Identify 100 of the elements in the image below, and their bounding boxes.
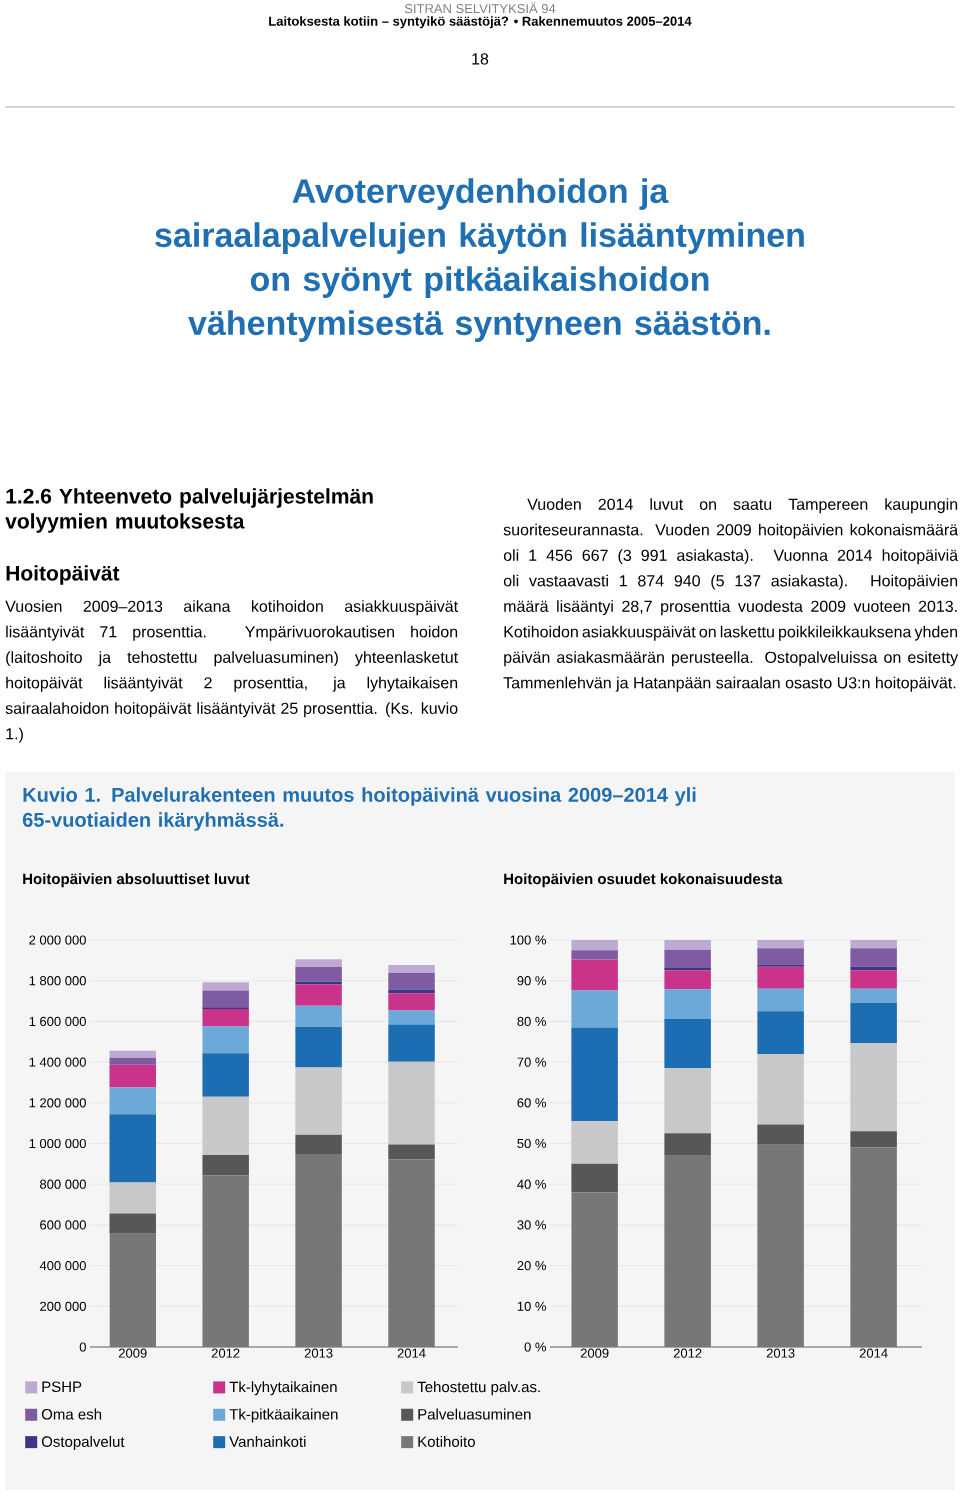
bar <box>757 1011 804 1054</box>
bar <box>295 1067 342 1135</box>
bar <box>757 964 804 967</box>
bar <box>664 989 711 1019</box>
text: Laitoksesta kotiin – syntyikö säästöjä? • Rakennemuutos 2005–2014 <box>269 16 692 29</box>
bar <box>571 1121 618 1164</box>
bar <box>850 1147 897 1348</box>
bar <box>850 966 897 971</box>
bar <box>202 982 249 991</box>
x-tick-label: 2013 <box>304 1348 333 1358</box>
y-tick-label: 2 000 000 <box>29 935 86 945</box>
bar <box>295 967 342 982</box>
y-tick-label: 1 600 000 <box>29 1016 86 1027</box>
y-tick-label: 20 % <box>517 1261 546 1271</box>
y-tick-label: 90 % <box>517 976 546 986</box>
bar <box>850 948 897 967</box>
bar <box>295 959 342 968</box>
bar <box>664 1068 711 1134</box>
bar <box>295 1005 342 1027</box>
bar <box>571 990 618 1028</box>
legend-label: Ostopalvelut <box>41 1435 125 1450</box>
bar <box>109 1064 156 1088</box>
bar <box>664 1018 711 1069</box>
bar <box>295 1134 342 1155</box>
bar <box>571 940 618 951</box>
legend-label: PSHP <box>42 1381 82 1393</box>
bar <box>757 948 804 965</box>
text: Hoitopäivät <box>6 565 120 585</box>
y-tick-label: 100 % <box>510 935 546 945</box>
legend-label: Tk-lyhytaikainen <box>229 1381 337 1396</box>
bar <box>664 970 711 990</box>
bar <box>388 1144 435 1160</box>
chart-title: Kuvio 1. Palvelurakenteen muutos hoitopäivinä vuosina 2009–2014 yli 65-vuotiaiden ikäryhmässä. <box>22 787 696 831</box>
bar <box>388 1010 435 1025</box>
bar <box>109 1213 156 1234</box>
y-tick-label: 40 % <box>517 1179 546 1189</box>
bar <box>388 972 435 990</box>
bar <box>295 984 342 1006</box>
bar <box>202 1155 249 1176</box>
bar <box>571 959 618 991</box>
bar <box>757 1144 804 1348</box>
y-tick-label: 60 % <box>517 1098 546 1108</box>
bar <box>757 988 804 1012</box>
y-tick-label: 10 % <box>517 1301 546 1311</box>
text: SITRAN SELVITYKSIÄ 94 <box>404 2 556 14</box>
bar <box>202 990 249 1008</box>
y-tick-label: 1 400 000 <box>29 1057 86 1067</box>
text: 1.2.6 Yhteenveto palvelujärjestelmän volyymien muutoksesta <box>5 488 373 533</box>
legend-label: Oma esh <box>41 1408 102 1420</box>
y-tick-label: 1 200 000 <box>29 1098 86 1108</box>
y-tick-label: 400 000 <box>39 1261 86 1271</box>
text: Vuoden 2014 luvut on saatu Tampereen kaupungin suoriteseurannasta. Vuoden 2009 hoitopäivien kokonaismäärä oli 1 456 667 (3 991 asiakasta). Vuonna 2014 hoitopäiviä oli vastaavasti 1 874 940 (5 137 asiakasta). Hoitopäivien määrä lisääntyi 28,7 prosenttia vuodesta 2009 vuoteen 2013. Kotihoidon asiakkuuspäivät on laskettu poikkileikkauksena yhden päivän asiakasmäärän perusteella. Ostopalveluissa on esitetty Tammenlehvän ja Hatanpään sairaalan osasto U3:n hoitopäivät. <box>503 498 959 692</box>
y-tick-label: 70 % <box>517 1057 546 1067</box>
bar <box>850 970 897 989</box>
bar <box>850 1042 897 1132</box>
chart-subtitle: Hoitopäivien absoluuttiset luvut <box>23 873 250 888</box>
legend-label: Vanhainkoti <box>229 1435 306 1447</box>
text: Avoterveydenhoidon ja sairaalapalvelujen käytön lisääntyminen on syönyt pitkäaikaishoidon vähentymisestä syntyneen säästön. <box>155 178 804 342</box>
bar <box>202 1009 249 1027</box>
bar <box>202 1026 249 1054</box>
text: 18 <box>472 53 489 65</box>
bar <box>202 1053 249 1097</box>
y-tick-label: 0 % <box>524 1342 546 1352</box>
bar <box>388 1061 435 1145</box>
y-tick-label: 50 % <box>517 1138 546 1149</box>
legend-label: Tk-pitkäaikainen <box>229 1408 338 1423</box>
bar <box>664 1133 711 1156</box>
bar <box>109 1057 156 1065</box>
y-tick-label: 600 000 <box>40 1220 86 1230</box>
bar <box>295 1154 342 1348</box>
y-tick-label: 0 <box>79 1342 86 1352</box>
y-tick-label: 200 000 <box>40 1301 86 1311</box>
bar <box>388 1024 435 1062</box>
bar <box>109 1114 156 1183</box>
x-tick-label: 2009 <box>580 1348 609 1358</box>
bar <box>664 1155 711 1348</box>
bar <box>571 950 618 960</box>
bar <box>202 1096 249 1156</box>
bar <box>850 940 897 949</box>
bar <box>202 1175 249 1348</box>
bar <box>850 988 897 1004</box>
bar <box>664 968 711 971</box>
x-tick-label: 2014 <box>859 1348 888 1358</box>
bar <box>850 1131 897 1148</box>
y-tick-label: 800 000 <box>40 1179 86 1189</box>
bar <box>757 1124 804 1145</box>
chart-title: Hoitopäivien osuudet kokonaisuudesta <box>504 873 783 888</box>
bar <box>571 1027 618 1122</box>
y-tick-label: 80 % <box>517 1016 546 1027</box>
bar <box>664 940 711 950</box>
text: Vuosien 2009–2013 aikana kotihoidon asiakkuuspäivät lisääntyivät 71 prosenttia. Ympärivuorokautisen hoidon (laitoshoito ja tehostettu palveluasuminen) yhteenlasketut hoitopäivät lisääntyivät 2 prosenttia, ja lyhytaikaisen sairaalahoidon hoitopäivät lisääntyivät 25 prosenttia. (Ks. kuvio 1.) <box>5 600 458 743</box>
legend-label: Kotihoito <box>418 1435 475 1447</box>
x-tick-label: 2013 <box>766 1348 795 1358</box>
y-tick-label: 1 800 000 <box>29 976 86 986</box>
bar <box>757 940 804 949</box>
x-tick-label: 2014 <box>397 1348 426 1358</box>
bar <box>109 1182 156 1214</box>
bar <box>109 1087 156 1115</box>
y-tick-label: 1 000 000 <box>29 1138 86 1149</box>
x-tick-label: 2012 <box>673 1348 702 1358</box>
